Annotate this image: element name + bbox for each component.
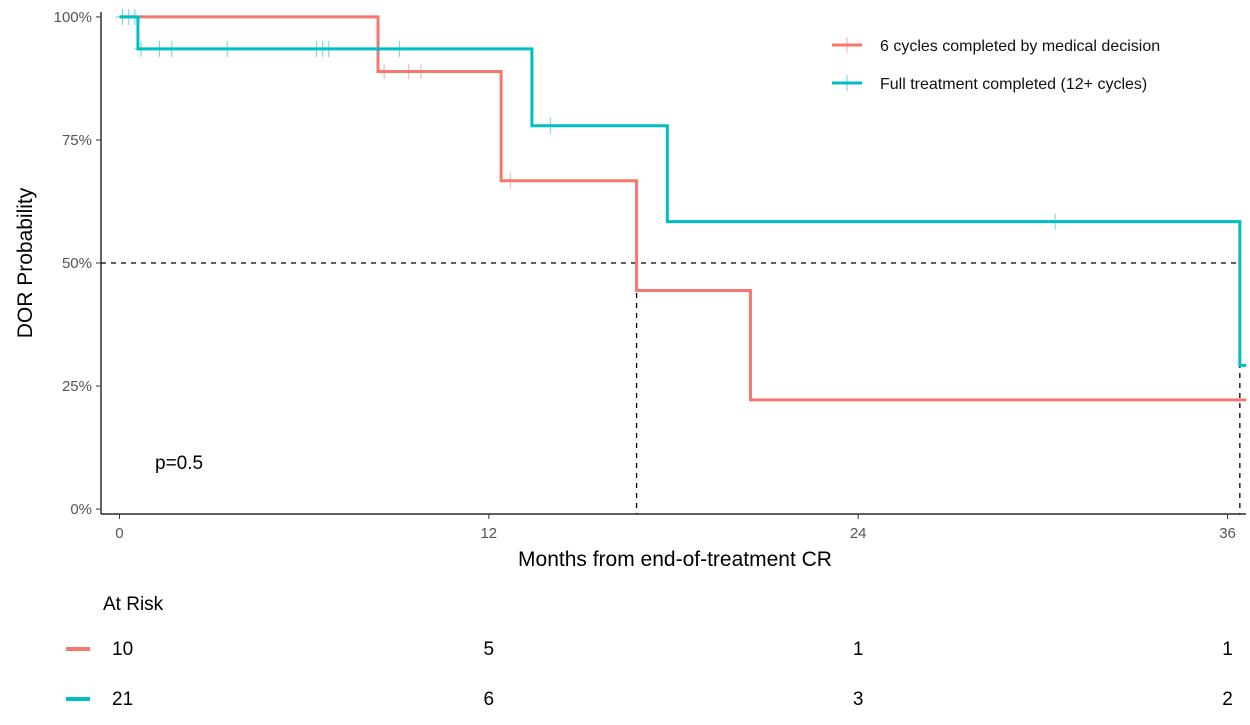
x-tick-label: 12 — [480, 525, 497, 542]
risk-count: 5 — [484, 639, 495, 660]
risk-count: 6 — [484, 689, 495, 710]
y-tick-label: 75% — [62, 132, 92, 149]
y-tick-label: 25% — [62, 378, 92, 395]
y-tick-label: 100% — [54, 9, 92, 26]
series-line-1 — [119, 15, 1246, 402]
risk-table-title: At Risk — [103, 594, 164, 615]
series-line-2 — [119, 15, 1246, 367]
y-axis-title: DOR Probability — [14, 187, 37, 338]
risk-count: 10 — [112, 639, 133, 660]
y-tick-label: 0% — [70, 501, 92, 518]
y-tick-label: 50% — [62, 255, 92, 272]
risk-count: 21 — [112, 689, 133, 710]
risk-count: 1 — [853, 639, 864, 660]
x-axis-title: Months from end-of-treatment CR — [518, 548, 832, 571]
risk-count: 3 — [853, 689, 864, 710]
p-value-annotation: p=0.5 — [155, 453, 203, 474]
risk-count: 2 — [1222, 689, 1233, 710]
x-tick-label: 24 — [850, 525, 867, 542]
legend-label-2: Full treatment completed (12+ cycles) — [880, 76, 1147, 93]
legend-label-1: 6 cycles completed by medical decision — [880, 38, 1160, 55]
x-tick-label: 36 — [1219, 525, 1236, 542]
risk-count: 1 — [1222, 639, 1233, 660]
x-tick-label: 0 — [115, 525, 123, 542]
